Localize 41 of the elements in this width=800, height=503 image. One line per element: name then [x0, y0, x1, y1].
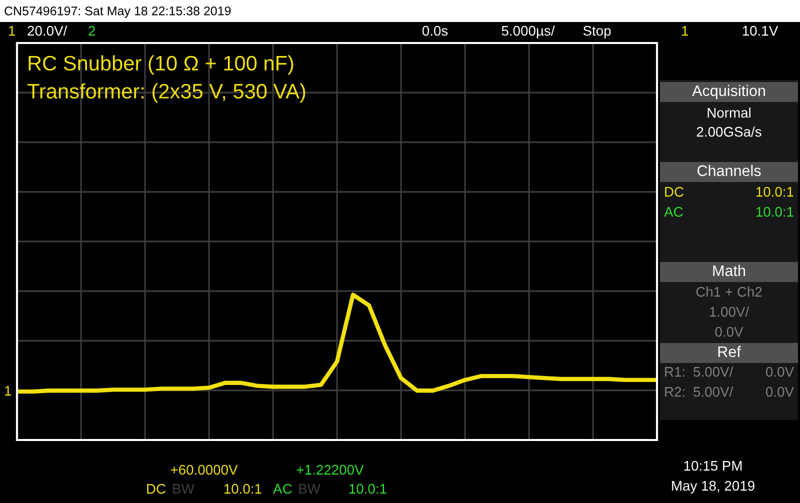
text: 10.0:1	[756, 186, 794, 197]
text: 0.0V	[766, 386, 794, 397]
chart-title: RC Snubber (10 Ω + 100 nF)	[28, 55, 294, 75]
text: 1	[682, 26, 688, 36]
text: Math	[713, 264, 745, 276]
text: 1.00V/	[710, 306, 750, 317]
text: 10.1V	[742, 26, 778, 36]
text: 0.0V	[715, 326, 744, 337]
text: 5.00V/	[694, 366, 734, 377]
text: Acquisition	[692, 84, 765, 100]
text: Ref	[718, 346, 741, 358]
text: DC	[147, 484, 166, 494]
text: 20.0V/	[28, 26, 68, 36]
text: 10.0:1	[349, 484, 386, 494]
text: 10.0:1	[224, 484, 262, 494]
text: CN57496197: Sat May 18 22:15:38 2019	[4, 6, 231, 18]
text: 1	[9, 26, 16, 36]
text: 0.0s	[422, 26, 448, 36]
text: 5.000µs/	[502, 26, 555, 38]
text: R1:	[665, 367, 684, 377]
text: AC	[664, 206, 683, 217]
text: Channels	[698, 164, 761, 176]
text: Stop	[583, 26, 611, 38]
text: 0.0V	[766, 366, 794, 377]
text: +60.0000V	[170, 464, 238, 475]
text: R2:	[665, 386, 684, 397]
text: 1	[5, 386, 12, 396]
text: +1.22200V	[296, 464, 364, 475]
text: BW	[173, 484, 194, 494]
text: 2.00GSa/s	[696, 126, 762, 137]
text: DC	[665, 186, 684, 197]
text: AC	[273, 484, 292, 494]
text: BW	[299, 484, 320, 494]
text: 10:15 PM	[684, 460, 742, 471]
text: May 18, 2019	[672, 480, 754, 494]
text: 2	[88, 26, 96, 36]
text: Normal	[708, 108, 750, 118]
chart-subtitle: Transformer: (2x35 V, 530 VA)	[27, 83, 306, 103]
text: Ch1 + Ch2	[696, 286, 762, 297]
text: 5.00V/	[694, 386, 734, 397]
text: 10.0:1	[756, 206, 794, 217]
